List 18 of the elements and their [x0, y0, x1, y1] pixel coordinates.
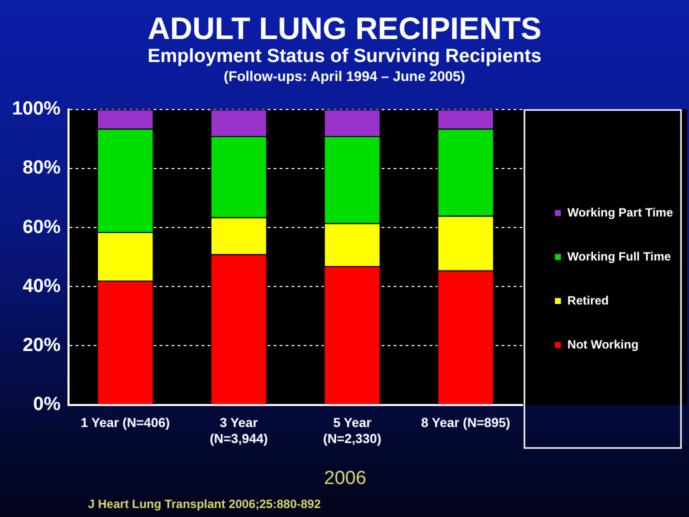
- x-tick-label: 8 Year (N=895): [421, 415, 510, 430]
- text: 2006: [324, 468, 366, 490]
- x-tick-label: 1 Year (N=406): [80, 415, 170, 430]
- y-tick-label: 20%: [22, 334, 61, 356]
- x-tick-label: 3 Year (N=3,944): [210, 415, 268, 446]
- y-tick-label: 100%: [12, 98, 61, 120]
- x-tick-label: 5 Year (N=2,330): [323, 415, 382, 446]
- legend-label: Not Working: [567, 337, 639, 352]
- y-tick-label: 40%: [22, 276, 61, 297]
- y-tick-label: 60%: [22, 216, 61, 238]
- legend-label: Working Full Time: [567, 249, 672, 264]
- text: J Heart Lung Transplant 2006;25:880-892: [88, 497, 321, 511]
- chart-subtitle: Employment Status of Surviving Recipients (Follow-ups: April 1994 – June 2005): [146, 46, 542, 85]
- y-tick-label: 0%: [33, 394, 61, 416]
- legend-label: Retired: [567, 293, 609, 308]
- y-tick-label: 80%: [22, 158, 61, 179]
- legend-label: Working Part Time: [567, 205, 674, 220]
- chart-title: ADULT LUNG RECIPIENTS: [146, 11, 542, 46]
